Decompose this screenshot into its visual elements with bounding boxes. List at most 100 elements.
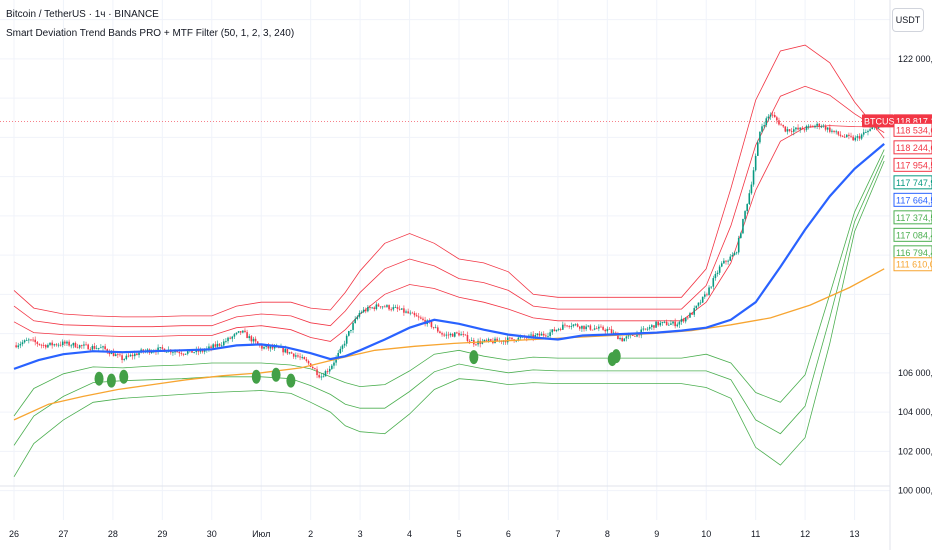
time-tick-label: 5 (456, 529, 461, 539)
candle-body (254, 338, 257, 342)
candle-body (30, 339, 32, 341)
candle-body (532, 334, 534, 338)
candle-body (352, 323, 354, 330)
time-tick-label: 7 (555, 529, 560, 539)
time-axis[interactable]: 26 27 28 29 30 Июл 2 3 4 5 6 7 8 9 10 11 12 13 (9, 529, 860, 539)
candle-body (865, 132, 867, 133)
candle-body (790, 131, 793, 132)
candle-body (273, 346, 276, 349)
candle-body (786, 129, 789, 132)
candle-body (180, 353, 183, 354)
candle-body (235, 332, 238, 335)
candle-body (305, 359, 308, 362)
candle-body (822, 125, 825, 127)
candle-body (538, 333, 541, 336)
candle-body (769, 114, 772, 117)
candle-body (687, 317, 689, 319)
candle-body (290, 352, 293, 354)
candle-body (555, 329, 558, 332)
candle-body (390, 309, 392, 311)
candle-body (795, 127, 797, 130)
candle-body (710, 286, 712, 288)
trend-ma-line (13, 143, 885, 370)
candle-body (778, 120, 780, 125)
candle-body (829, 127, 831, 132)
candle-body (331, 365, 333, 369)
price-series (13, 111, 885, 421)
candle-body (441, 333, 443, 335)
candle-body (297, 355, 299, 357)
candle-body (820, 126, 823, 128)
indicator-legend[interactable]: Smart Deviation Trend Bands PRO + MTF Fi… (6, 28, 295, 39)
candle-body (112, 351, 115, 357)
candle-body (682, 318, 685, 322)
candle-body (856, 136, 859, 138)
candle-body (136, 353, 138, 356)
candle-body (239, 331, 242, 333)
candle-body (439, 331, 441, 334)
candle-body (193, 352, 195, 353)
candle-body (364, 309, 367, 312)
candle-body (460, 334, 462, 336)
candle-body (585, 326, 587, 330)
candle-body (704, 294, 706, 297)
candle-body (339, 348, 342, 353)
candle-body (286, 349, 289, 354)
candle-body (723, 260, 725, 264)
candle-body (371, 307, 373, 309)
candle-body (360, 312, 363, 314)
candle-body (619, 337, 621, 340)
candle-body (25, 340, 28, 341)
candle-body (767, 116, 770, 119)
candle-body (95, 348, 98, 350)
candle-body (348, 331, 350, 336)
candle-body (386, 305, 388, 307)
candle-body (182, 353, 185, 355)
price-axis[interactable]: 122 000,00 106 000,00 104 000,00 102 000,00… (862, 54, 932, 496)
candle-body (396, 307, 399, 309)
candle-body (559, 328, 562, 330)
candle-body (369, 307, 371, 309)
candle-body (125, 355, 128, 360)
candle-body (466, 335, 469, 341)
lower-band-3 (13, 160, 885, 478)
candle-body (602, 326, 604, 330)
candle-body (15, 345, 17, 348)
candle-body (229, 337, 231, 339)
candle-body (763, 125, 765, 127)
candle-body (68, 341, 70, 346)
upper-band-1 (13, 125, 885, 342)
candle-body (714, 274, 717, 279)
candle-body (653, 325, 655, 328)
candle-body (201, 349, 204, 352)
candle-body (665, 321, 668, 326)
time-tick-label: 4 (407, 529, 412, 539)
candle-body (328, 368, 331, 372)
candle-body (220, 345, 223, 347)
candle-body (301, 357, 303, 358)
candle-body (712, 278, 715, 287)
candle-body (252, 338, 255, 342)
time-tick-label: 11 (751, 529, 760, 539)
candle-body (598, 326, 600, 329)
time-tick-label: 9 (654, 529, 659, 539)
symbol-title[interactable]: Bitcoin / TetherUS · 1ч · BINANCE (6, 9, 159, 20)
candle-body (40, 344, 43, 346)
candle-body (831, 130, 833, 132)
candle-body (761, 126, 763, 132)
candle-body (706, 294, 708, 296)
time-tick-label: 13 (850, 529, 860, 539)
candle-body (350, 329, 352, 332)
candle-body (176, 351, 178, 353)
candle-body (534, 335, 537, 338)
currency-button[interactable]: USDT (892, 8, 924, 32)
candle-body (49, 342, 51, 345)
time-tick-label: Июл (252, 529, 270, 539)
candle-body (862, 132, 865, 135)
candle-body (437, 327, 439, 332)
candle-body (765, 118, 768, 126)
candle-body (443, 334, 445, 336)
candle-body (242, 330, 244, 333)
candle-body (651, 325, 653, 328)
